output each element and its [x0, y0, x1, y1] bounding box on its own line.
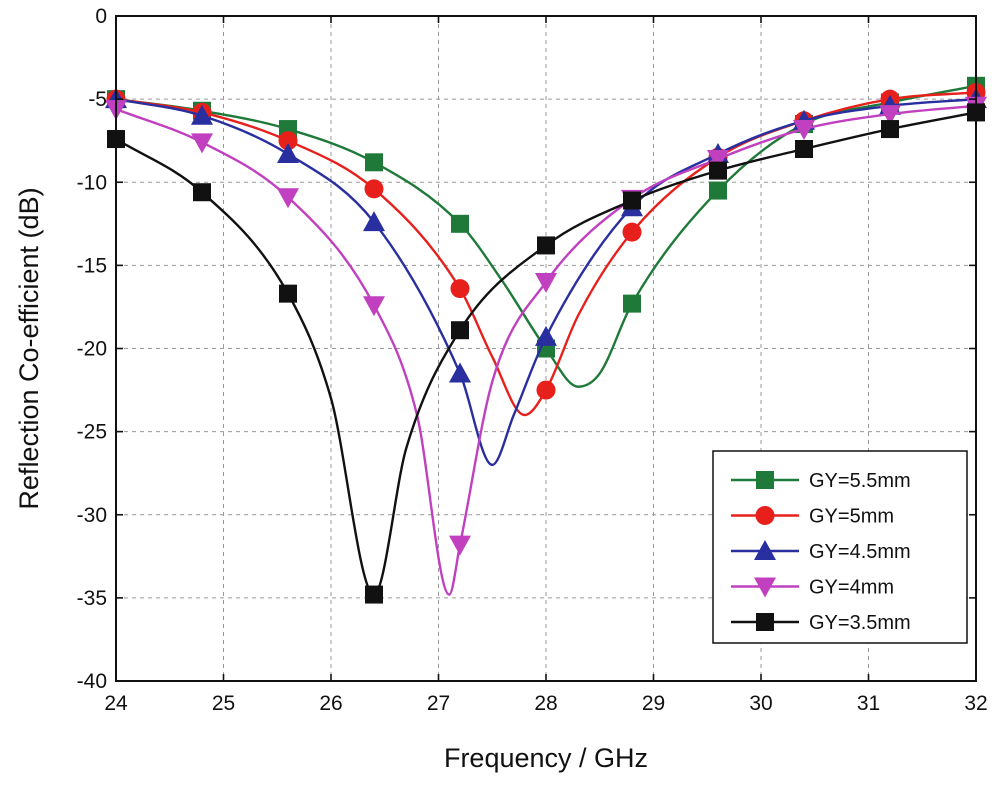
legend-label: GY=4mm [809, 577, 894, 599]
data-point [879, 105, 901, 126]
data-point [451, 321, 469, 340]
legend-entry-0: GY=5.5mm [731, 470, 911, 492]
y-tick-label: -35 [77, 587, 107, 610]
data-point [536, 380, 556, 400]
data-point [793, 120, 815, 141]
x-axis-title: Frequency / GHz [444, 743, 648, 773]
x-tick-label: 32 [964, 692, 987, 715]
data-point [709, 161, 727, 180]
data-point [535, 273, 557, 293]
data-point [191, 104, 213, 125]
data-point [193, 183, 211, 202]
data-point [707, 149, 729, 170]
legend-entry-1: GY=5mm [731, 506, 894, 528]
x-tick-label: 31 [857, 692, 880, 715]
y-tick-label: 0 [95, 5, 107, 28]
legend-label: GY=3.5mm [809, 612, 911, 634]
y-tick-label: -30 [77, 504, 107, 527]
legend-entry-4: GY=3.5mm [731, 612, 911, 634]
data-point [363, 211, 385, 232]
data-point [451, 214, 469, 233]
data-point [278, 131, 298, 151]
legend-marker [756, 613, 774, 631]
x-tick-label: 28 [534, 692, 557, 715]
data-point [365, 153, 383, 172]
legend-label: GY=5.5mm [809, 470, 911, 492]
data-point [881, 120, 899, 139]
legend-marker [755, 506, 775, 525]
data-point [449, 535, 471, 556]
data-point [279, 284, 297, 303]
data-point [450, 279, 470, 299]
legend-marker [754, 540, 776, 560]
x-tick-label: 30 [749, 692, 772, 715]
data-point [622, 222, 642, 242]
data-point [537, 236, 555, 255]
x-tick-label: 29 [642, 692, 665, 715]
legend: GY=5.5mm GY=5mm GY=4.5mm GY=4mm GY=3.5mm [712, 450, 968, 644]
legend-label: GY=4.5mm [809, 541, 911, 563]
x-tick-label: 24 [104, 692, 128, 715]
axes: 24 25 26 27 28 29 30 31 32 0 -5 -10 -15 -20 -25 -30 -35 -… [77, 5, 988, 715]
data-point [277, 142, 299, 163]
data-point [449, 362, 471, 383]
data-point [191, 133, 213, 154]
data-point [535, 325, 557, 346]
data-point [795, 140, 813, 158]
legend-label: GY=5mm [809, 506, 894, 528]
legend-box [712, 450, 968, 644]
x-tick-label: 25 [212, 692, 235, 715]
y-tick-label: -25 [77, 421, 107, 444]
data-point [623, 191, 641, 210]
y-axis-title: Reflection Co-efficient (dB) [14, 187, 44, 509]
x-tick-label: 26 [319, 692, 342, 715]
data-point [623, 294, 641, 313]
y-tick-label: -5 [88, 88, 107, 111]
data-point [709, 181, 727, 200]
data-point [365, 585, 383, 604]
series-line [115, 104, 977, 596]
y-tick-label: -15 [77, 254, 107, 277]
data-point [364, 179, 384, 199]
legend-marker [754, 577, 776, 598]
y-tick-label: -40 [77, 670, 107, 693]
legend-entry-2: GY=4.5mm [731, 540, 911, 563]
y-tick-label: -10 [77, 171, 107, 194]
x-tick-label: 27 [427, 692, 450, 715]
legend-entry-3: GY=4mm [731, 577, 894, 599]
data-point [277, 188, 299, 209]
data-point [363, 296, 385, 317]
legend-marker [756, 471, 774, 489]
y-tick-label: -20 [77, 338, 107, 361]
series-4 [107, 103, 985, 604]
